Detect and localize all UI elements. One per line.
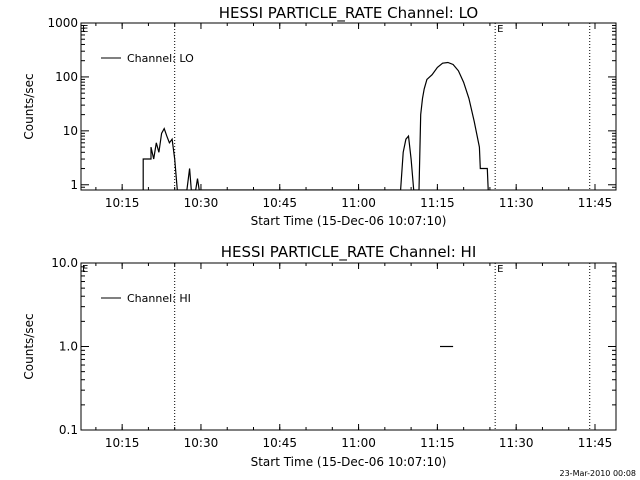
x-tick-label: 11:30 [499,196,534,210]
y-tick-label: 10.0 [51,256,78,270]
x-tick-label: 10:15 [105,196,140,210]
legend-label: Channel: HI [127,292,191,305]
x-axis-label: Start Time (15-Dec-06 10:07:10) [251,214,447,228]
edge-marker-label: E [82,24,88,35]
x-tick-label: 10:30 [184,196,219,210]
y-tick-label: 10 [63,124,78,138]
x-tick-label: 10:45 [262,436,297,450]
x-tick-label: 10:15 [105,436,140,450]
y-tick-label: 1 [70,178,78,192]
plot-frame [80,22,617,191]
x-tick-label: 11:45 [578,196,613,210]
panel-lo: HESSI PARTICLE_RATE Channel: LO 10:15 10:3… [22,4,617,228]
y-axis-label: Counts/sec [22,313,36,379]
y-tick-label: 100 [55,70,78,84]
panel-hi: HESSI PARTICLE_RATE Channel: HI 10:15 10:3… [22,243,617,469]
y-tick-label: 1000 [47,16,78,30]
y-tick-label: 1.0 [59,340,78,354]
edge-marker-label: E [82,264,88,275]
event-marker-label: E [497,264,503,275]
series-line [142,61,489,190]
x-tick-label: 11:15 [420,196,455,210]
chart-title: HESSI PARTICLE_RATE Channel: HI [221,243,477,262]
plot-frame [80,262,617,431]
x-tick-label: 10:30 [184,436,219,450]
x-tick-label: 10:45 [262,196,297,210]
x-axis-label: Start Time (15-Dec-06 10:07:10) [251,455,447,469]
y-axis-label: Counts/sec [22,73,36,139]
x-tick-label: 11:15 [420,436,455,450]
x-tick-label: 11:00 [341,436,376,450]
legend-label: Channel: LO [127,52,194,65]
timestamp-footer: 23-Mar-2010 00:08 [560,469,637,478]
chart-title: HESSI PARTICLE_RATE Channel: LO [219,4,478,23]
x-tick-label: 11:45 [578,436,613,450]
x-tick-label: 11:00 [341,196,376,210]
x-tick-label: 11:30 [499,436,534,450]
event-marker-label: E [497,24,503,35]
y-tick-label: 0.1 [59,423,78,437]
